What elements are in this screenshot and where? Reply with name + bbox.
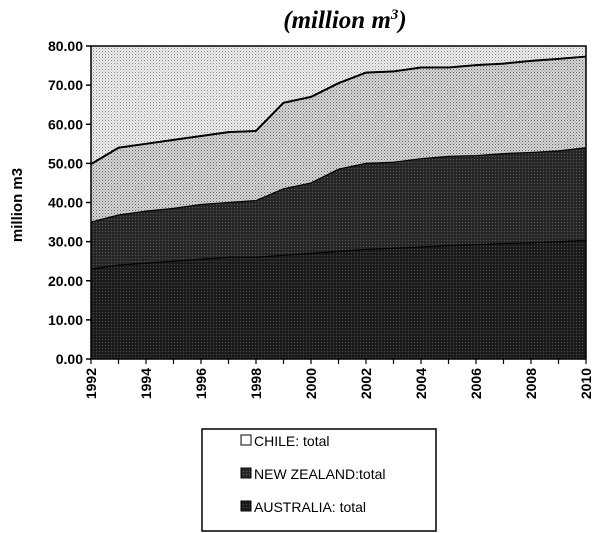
- x-tick-label: 1998: [248, 368, 264, 399]
- y-tick-label: 10.00: [48, 312, 83, 328]
- x-tick-label: 2000: [303, 368, 319, 399]
- area-chile: [91, 56, 586, 223]
- plot-area: [90, 46, 587, 359]
- line-chile-top: [90, 55, 587, 166]
- y-tick-label: 40.00: [48, 195, 83, 211]
- legend-label: CHILE: total: [254, 433, 329, 449]
- y-axis-label: million m3: [9, 168, 26, 242]
- legend-label: AUSTRALIA: total: [254, 499, 366, 515]
- y-tick-label: 70.00: [48, 77, 83, 93]
- x-tick-label: 2006: [468, 368, 484, 399]
- x-tick-label: 2004: [413, 368, 429, 399]
- legend-swatch: [240, 434, 252, 446]
- y-tick-label: 30.00: [48, 234, 83, 250]
- x-tick-label: 2010: [578, 368, 594, 399]
- area-new-zealand: [91, 147, 586, 270]
- legend-swatch: [240, 467, 252, 479]
- legend-item-new-zealand: NEW ZEALAND:total: [240, 466, 385, 482]
- y-tick-label: 20.00: [48, 273, 83, 289]
- y-tick-label: 60.00: [48, 116, 83, 132]
- area-australia: [91, 240, 586, 359]
- legend-item-australia: AUSTRALIA: total: [240, 499, 366, 515]
- line-australia-top: [90, 239, 587, 270]
- legend-label: NEW ZEALAND:total: [254, 466, 385, 482]
- axes: 0.00 10.00 20.00 30.00 40.00 50.00 60.00 70.00 8…: [48, 38, 594, 399]
- x-tick-label: 1992: [83, 368, 99, 399]
- x-tick-label: 2002: [358, 368, 374, 399]
- legend: CHILE: total NEW ZEALAND:total AUSTRALIA: …: [201, 428, 437, 532]
- legend-swatch: [240, 500, 252, 512]
- x-tick-label: 1994: [138, 368, 154, 399]
- y-tick-label: 80.00: [48, 38, 83, 54]
- x-tick-label: 1996: [193, 368, 209, 399]
- chart-title: (million m3): [283, 7, 406, 34]
- y-tick-label: 0.00: [56, 351, 83, 367]
- legend-item-chile: CHILE: total: [240, 433, 329, 449]
- x-tick-label: 2008: [523, 368, 539, 399]
- line-new-zealand-top: [90, 147, 587, 223]
- legend-frame: [201, 428, 437, 532]
- y-tick-label: 50.00: [48, 155, 83, 171]
